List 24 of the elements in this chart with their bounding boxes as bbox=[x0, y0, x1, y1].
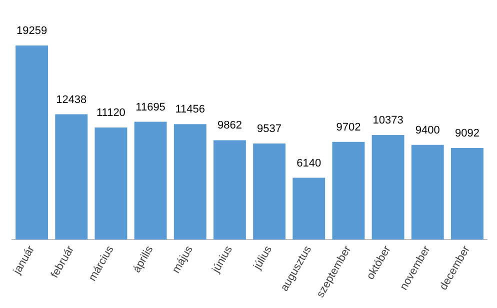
bar bbox=[213, 140, 246, 240]
data-label: 11120 bbox=[96, 107, 126, 120]
bar bbox=[16, 45, 48, 240]
data-label: 12438 bbox=[56, 94, 87, 106]
data-label: 10373 bbox=[372, 114, 404, 127]
data-label: 9092 bbox=[454, 128, 480, 140]
data-label: 11695 bbox=[136, 101, 166, 114]
bar bbox=[174, 124, 206, 240]
data-label: 19259 bbox=[16, 25, 48, 37]
bar bbox=[292, 178, 326, 240]
bar bbox=[253, 143, 286, 240]
bar bbox=[372, 135, 404, 240]
data-label: 9862 bbox=[217, 120, 242, 132]
bar bbox=[134, 122, 167, 240]
data-label: 6140 bbox=[296, 157, 322, 170]
data-label: 9400 bbox=[415, 124, 440, 136]
bar bbox=[411, 144, 444, 240]
bar bbox=[94, 128, 128, 240]
bar bbox=[450, 148, 484, 240]
bar bbox=[55, 114, 88, 240]
bar bbox=[332, 142, 365, 240]
data-label: 11456 bbox=[175, 104, 206, 116]
data-label: 9537 bbox=[257, 123, 282, 136]
data-label: 9702 bbox=[336, 121, 361, 134]
